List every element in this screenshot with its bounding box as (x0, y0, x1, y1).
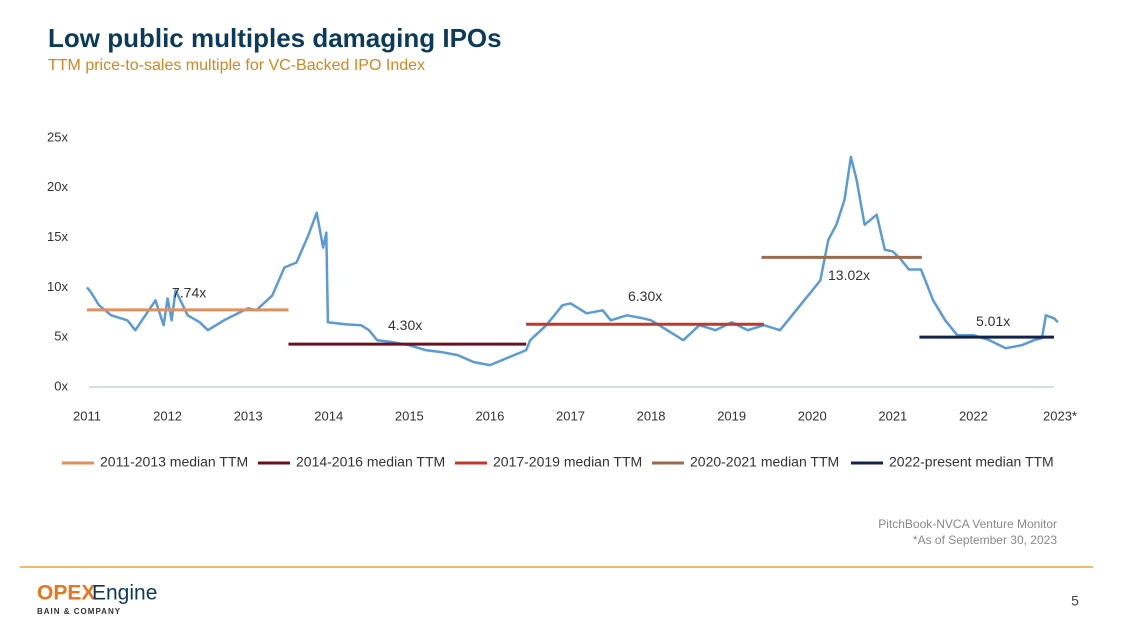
logo-sub: BAIN & COMPANY (37, 607, 121, 616)
median-label: 13.02x (828, 267, 870, 283)
index-line (86, 155, 1059, 367)
x-tick-label: 2021 (878, 408, 907, 423)
x-tick-label: 2023* (1043, 408, 1077, 423)
note: *As of September 30, 2023 (913, 533, 1057, 547)
slide-title: Low public multiples damaging IPOs (48, 23, 502, 53)
legend-label: 2017-2019 median TTM (493, 454, 642, 470)
x-tick-label: 2017 (556, 408, 585, 423)
median-label: 6.30x (628, 288, 662, 304)
y-tick-label: 5x (54, 329, 68, 344)
y-tick-label: 0x (54, 378, 68, 393)
x-tick-label: 2016 (475, 408, 504, 423)
y-tick-label: 20x (47, 179, 68, 194)
legend-label: 2011-2013 median TTM (100, 454, 248, 470)
median-label: 5.01x (976, 313, 1010, 329)
legend-label: 2014-2016 median TTM (296, 454, 445, 470)
median-label: 7.74x (172, 285, 206, 301)
legend-label: 2020-2021 median TTM (690, 454, 839, 470)
source: PitchBook-NVCA Venture Monitor (878, 517, 1057, 531)
x-tick-label: 2022 (959, 408, 988, 423)
legend-label: 2022-present median TTM (889, 454, 1054, 470)
x-tick-label: 2014 (314, 408, 343, 423)
logo-opex: OPEX (37, 582, 95, 605)
page-number: 5 (1071, 593, 1079, 609)
logo-engine: Engine (92, 582, 157, 605)
y-tick-label: 10x (47, 279, 68, 294)
slide-subtitle: TTM price-to-sales multiple for VC-Backe… (48, 57, 425, 74)
x-tick-label: 2018 (637, 408, 666, 423)
y-tick-label: 25x (47, 129, 68, 144)
x-tick-label: 2013 (234, 408, 263, 423)
x-tick-label: 2015 (395, 408, 424, 423)
median-label: 4.30x (388, 317, 422, 333)
x-tick-label: 2020 (798, 408, 827, 423)
x-tick-label: 2012 (153, 408, 182, 423)
y-tick-label: 15x (47, 229, 68, 244)
x-tick-label: 2011 (73, 408, 101, 423)
x-tick-label: 2019 (717, 408, 746, 423)
